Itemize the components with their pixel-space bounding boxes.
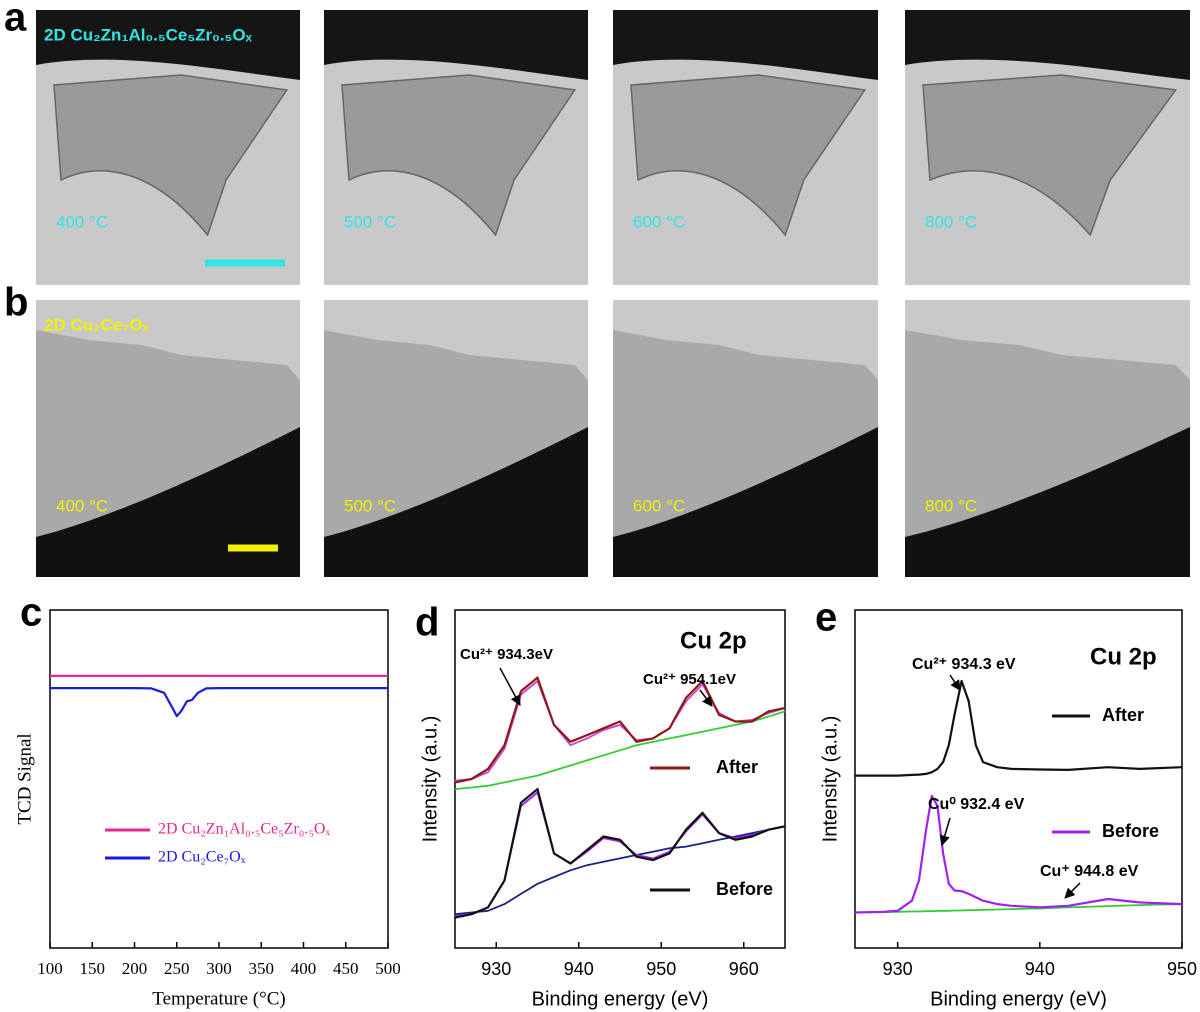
legend-label: 2D Cu₂Zn₁Al₀.₅Ce₅Zr₀.₅Oₓ — [158, 821, 330, 838]
annotation: Cu⁰ 932.4 eV — [928, 796, 1025, 813]
plot-frame — [454, 609, 786, 949]
data-line — [454, 710, 786, 790]
temperature-label: 800 °C — [925, 496, 977, 515]
panel-label: c — [20, 591, 42, 635]
annotation: Cu²⁺ 954.1eV — [643, 671, 736, 688]
data-line — [50, 687, 388, 718]
temperature-label: 400 °C — [56, 212, 108, 231]
annotation-arrow — [699, 689, 713, 707]
chart: 930 940 950 Binding energy (eV) Intensity (a… — [819, 609, 1197, 1010]
x-tick-label: 960 — [729, 959, 759, 979]
annotation-arrow — [939, 817, 951, 847]
chart: 930 940 950 960 Binding energy (eV) Intensity… — [419, 609, 786, 1010]
x-tick-label: 950 — [646, 959, 676, 979]
x-axis-label: Binding energy (eV) — [930, 988, 1107, 1010]
x-tick-label: 940 — [564, 959, 594, 979]
x-tick-label: 950 — [1167, 959, 1197, 979]
x-tick-label: 100 — [37, 959, 63, 978]
tem-dark-region — [324, 10, 588, 80]
x-tick-label: 500 — [375, 959, 401, 978]
y-axis-label: Intensity (a.u.) — [419, 716, 441, 843]
x-tick-label: 940 — [1025, 959, 1055, 979]
annotation: Cu²⁺ 934.3 eV — [912, 656, 1016, 673]
annotation: Cu⁺ 944.8 eV — [1040, 863, 1139, 880]
data-line — [854, 903, 1183, 914]
x-tick-label: 400 — [291, 959, 317, 978]
panel-label: e — [815, 596, 837, 640]
legend-label: Before — [716, 879, 773, 899]
tem-flake — [53, 74, 289, 237]
tem-dark-region — [36, 427, 300, 577]
plot-frame — [49, 609, 389, 949]
temperature-label: 800 °C — [925, 212, 977, 231]
data-line — [454, 676, 786, 784]
temperature-label: 500 °C — [344, 212, 396, 231]
annotation: Cu 2p — [1090, 643, 1157, 670]
sample-label: 2D Cu₂Zn₁Al₀.₅Ce₅Zr₀.₅Oₓ — [44, 25, 253, 44]
temperature-label: 600 °C — [633, 496, 685, 515]
chart: 100 150 200 250 300 350 400 450 500 Temperature (… — [14, 609, 401, 1009]
temperature-label: 500 °C — [344, 496, 396, 515]
x-tick-label: 200 — [122, 959, 148, 978]
panel-label: b — [4, 281, 28, 325]
tem-dark-region — [613, 10, 878, 80]
x-tick-label: 250 — [164, 959, 190, 978]
panel-label: a — [4, 0, 27, 40]
plot-frame — [854, 609, 1183, 949]
y-axis-label: TCD Signal — [14, 733, 35, 824]
data-line — [855, 679, 1183, 777]
annotation-arrow — [1064, 882, 1081, 899]
tem-dark-region — [613, 427, 878, 577]
panel-label: d — [415, 601, 439, 645]
tem-flake — [630, 74, 867, 237]
sample-label: 2D Cu₂Ce₇Oₓ — [44, 315, 149, 334]
x-tick-label: 150 — [80, 959, 106, 978]
annotation-arrow — [499, 667, 521, 706]
data-line — [854, 794, 1183, 914]
temperature-label: 600 °C — [633, 212, 685, 231]
x-axis-label: Binding energy (eV) — [532, 988, 709, 1010]
x-tick-label: 930 — [883, 959, 913, 979]
annotation-arrow — [949, 674, 961, 691]
x-axis-label: Temperature (°C) — [152, 988, 285, 1009]
x-tick-label: 350 — [249, 959, 275, 978]
x-tick-label: 450 — [333, 959, 359, 978]
x-tick-label: 930 — [481, 959, 511, 979]
x-tick-label: 300 — [206, 959, 232, 978]
y-axis-label: Intensity (a.u.) — [819, 716, 841, 843]
tem-flake — [922, 74, 1178, 237]
annotation: Cu²⁺ 934.3eV — [460, 646, 553, 663]
tem-flake — [341, 74, 577, 237]
tem-dark-region — [324, 427, 588, 577]
data-line — [454, 788, 786, 919]
tem-dark-region — [905, 10, 1190, 80]
legend-label: 2D Cu₂Ce₇Oₓ — [158, 849, 246, 866]
annotation: Cu 2p — [680, 627, 747, 654]
temperature-label: 400 °C — [56, 496, 108, 515]
tem-dark-region — [36, 10, 300, 80]
tem-dark-region — [905, 427, 1190, 577]
legend-label: After — [716, 757, 758, 777]
legend-label: Before — [1102, 821, 1159, 841]
legend-label: After — [1102, 705, 1144, 725]
